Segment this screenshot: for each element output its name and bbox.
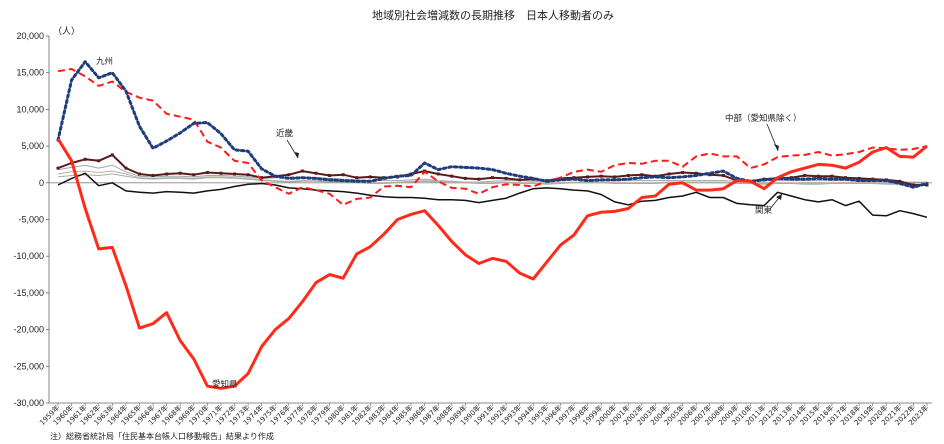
series-line-中部（愛知県除く） [57, 68, 928, 206]
series-point [450, 174, 454, 178]
series-point [626, 173, 630, 177]
series-point [97, 159, 101, 163]
series-point [830, 174, 834, 178]
series-point [233, 172, 237, 176]
annotation-arrow-kanto [776, 194, 782, 200]
series-point [803, 173, 807, 177]
series-point [219, 171, 223, 175]
series-point [192, 173, 196, 177]
y-tick-label: 5,000 [21, 141, 44, 151]
series-point [857, 176, 861, 180]
series-point [341, 173, 345, 177]
series-point [300, 169, 304, 173]
series-point [708, 173, 712, 177]
series-point [110, 153, 114, 157]
y-tick-label: -30,000 [13, 398, 44, 408]
series-point [586, 175, 590, 179]
y-axis: 20,000 15,000 10,000 5,000 0 -5,000 -10,000 -15… [13, 31, 50, 408]
y-tick-label: -10,000 [13, 251, 44, 261]
series-point [328, 173, 332, 177]
series-line-九州 [56, 60, 929, 189]
y-tick-label: -15,000 [13, 288, 44, 298]
series-point [518, 178, 522, 182]
series-point [898, 179, 902, 183]
series-point [871, 177, 875, 181]
annotation-arrow-chubu [774, 144, 779, 151]
annotation-kyushu: 九州 [96, 57, 113, 67]
y-tick-label: -25,000 [13, 361, 44, 371]
series-point [151, 173, 155, 177]
series-point [137, 172, 141, 176]
series-point [205, 171, 209, 175]
series-point [287, 173, 291, 177]
series-point [246, 173, 250, 177]
series-line-愛知県 [56, 138, 928, 390]
annotation-aichi: 愛知県 [212, 379, 238, 390]
series-point [368, 175, 372, 179]
series-point [355, 176, 359, 180]
series-point [613, 175, 617, 179]
y-tick-label: 15,000 [16, 68, 44, 78]
series-point [667, 172, 671, 176]
chart-title: 地域別社会増減数の長期推移 日本人移動者のみ [372, 8, 614, 22]
series-point [491, 176, 494, 180]
y-tick-label: -20,000 [13, 325, 44, 335]
y-tick-label: 10,000 [16, 104, 44, 114]
y-tick-label: -5,000 [18, 215, 44, 225]
series-point [911, 183, 915, 187]
series-line-sub-7 [57, 173, 927, 186]
series-point [178, 171, 182, 175]
series-point [56, 166, 60, 170]
series-point [124, 166, 128, 170]
y-tick-label: 20,000 [16, 31, 44, 41]
annotation-kinki: 近畿 [276, 128, 294, 139]
series-point [504, 176, 508, 180]
series-line-関東 [57, 172, 928, 219]
annotation-kanto: 関東 [755, 205, 773, 216]
y-tick-label: 0 [39, 178, 44, 188]
series-point [83, 157, 87, 161]
series-point [463, 176, 467, 180]
annotation-chubu: 中部（愛知県除く） [725, 113, 802, 124]
series-point [477, 177, 481, 181]
series-point [681, 171, 685, 175]
x-axis: 1959年1960年1961年1962年1963年1964年1965年1966年… [37, 182, 932, 427]
series-point [314, 171, 318, 175]
series-line-sub-6 [57, 170, 927, 185]
series-point [816, 174, 820, 178]
y-axis-unit: （人） [53, 26, 80, 36]
series-line-sub-5 [57, 164, 927, 183]
series-point [694, 171, 698, 175]
series-layer [56, 60, 929, 390]
source-note: 注）総務省統計局「住民基本台帳人口移動報告」結果より作成 [50, 431, 274, 441]
series-point [436, 172, 440, 176]
series-point [165, 172, 169, 176]
series-point [260, 176, 264, 180]
annotation-arrow-kinki [294, 152, 299, 158]
series-point [599, 174, 603, 178]
series-point [721, 173, 725, 177]
series-point [640, 173, 644, 177]
